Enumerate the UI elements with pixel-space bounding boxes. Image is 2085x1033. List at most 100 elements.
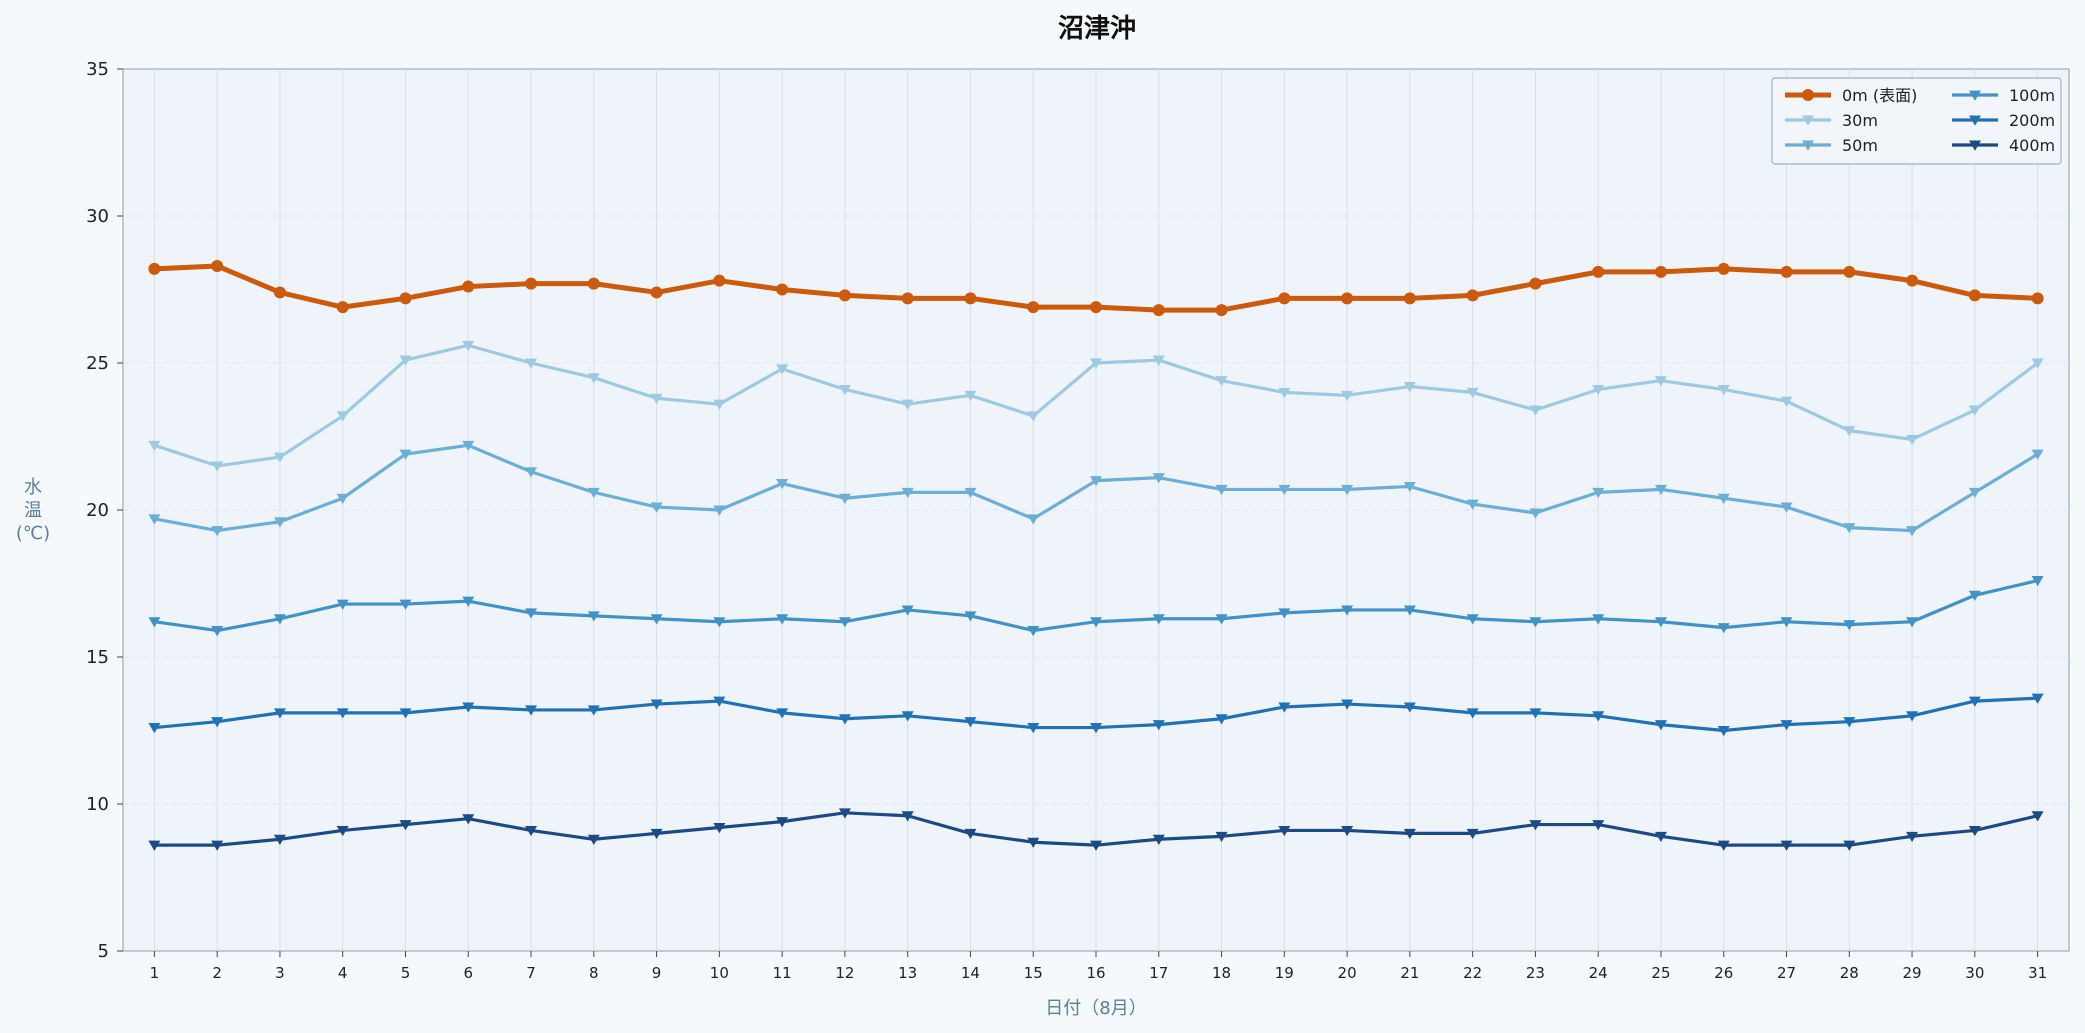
x-tick-label: 6 bbox=[463, 964, 473, 982]
data-point bbox=[1592, 711, 1605, 722]
data-point bbox=[399, 708, 412, 719]
data-point bbox=[713, 696, 726, 707]
data-point bbox=[1090, 476, 1102, 487]
series-5 bbox=[148, 808, 2044, 851]
x-tick-label: 28 bbox=[1840, 964, 1859, 982]
data-point bbox=[713, 617, 726, 628]
x-tick-label: 23 bbox=[1526, 964, 1545, 982]
series-0 bbox=[148, 259, 2044, 317]
data-point bbox=[2031, 693, 2044, 704]
data-point bbox=[587, 487, 600, 499]
x-tick-label: 16 bbox=[1086, 964, 1105, 982]
data-point bbox=[1403, 605, 1416, 616]
data-point bbox=[148, 723, 161, 734]
data-point bbox=[336, 825, 349, 837]
data-point bbox=[1717, 493, 1730, 504]
data-point bbox=[650, 393, 663, 404]
x-tick-label: 5 bbox=[401, 964, 411, 982]
data-point bbox=[273, 286, 286, 299]
x-tick-label: 30 bbox=[1965, 964, 1984, 982]
data-point bbox=[1341, 825, 1354, 837]
legend-label: 50m bbox=[1842, 136, 1878, 155]
data-point bbox=[211, 461, 224, 472]
data-point bbox=[1654, 484, 1667, 496]
data-point bbox=[1843, 523, 1856, 534]
data-point bbox=[1466, 499, 1479, 510]
series-1 bbox=[148, 340, 2044, 472]
x-tick-label: 22 bbox=[1463, 964, 1482, 982]
data-point bbox=[399, 820, 412, 831]
x-tick-label: 31 bbox=[2028, 964, 2047, 982]
y-tick-label: 20 bbox=[86, 500, 109, 521]
data-point bbox=[1466, 387, 1479, 399]
data-point bbox=[901, 711, 914, 722]
data-point bbox=[1843, 265, 1856, 278]
legend-swatch-marker bbox=[1969, 140, 1981, 151]
data-point bbox=[525, 358, 538, 369]
x-tick-label: 25 bbox=[1651, 964, 1670, 982]
data-point bbox=[1968, 696, 1981, 707]
grid bbox=[123, 69, 2069, 951]
data-point bbox=[1215, 714, 1228, 725]
data-point bbox=[1843, 840, 1856, 851]
data-point bbox=[462, 702, 475, 713]
legend-entry: 30m bbox=[1785, 111, 1878, 130]
x-tick-label: 18 bbox=[1212, 964, 1231, 982]
legend-entry: 50m bbox=[1785, 136, 1878, 155]
data-point bbox=[273, 834, 286, 845]
data-point bbox=[713, 505, 726, 516]
data-point bbox=[1466, 708, 1479, 719]
data-point bbox=[587, 611, 600, 622]
y-tick-label: 30 bbox=[86, 206, 109, 227]
data-point bbox=[1215, 614, 1228, 625]
data-point bbox=[776, 479, 789, 490]
data-point bbox=[1592, 384, 1605, 396]
data-point bbox=[587, 373, 600, 384]
data-point bbox=[399, 599, 412, 610]
x-tick-label: 19 bbox=[1275, 964, 1294, 982]
x-tick-label: 29 bbox=[1903, 964, 1922, 982]
data-point bbox=[1968, 825, 1981, 837]
legend-swatch-marker bbox=[1969, 90, 1981, 101]
data-point bbox=[1529, 820, 1542, 831]
data-point bbox=[1215, 831, 1228, 843]
legend-label: 0m (表面) bbox=[1842, 86, 1917, 105]
data-point bbox=[1027, 411, 1040, 422]
data-point bbox=[713, 823, 726, 834]
data-point bbox=[462, 814, 475, 825]
legend-entry: 200m bbox=[1952, 111, 2055, 130]
data-point bbox=[1027, 723, 1040, 734]
data-point bbox=[713, 399, 726, 410]
data-point bbox=[1403, 702, 1416, 713]
data-point bbox=[2031, 449, 2044, 460]
data-point bbox=[1968, 405, 1981, 416]
y-tick-label: 10 bbox=[86, 794, 109, 815]
data-point bbox=[1027, 301, 1040, 314]
data-point bbox=[1780, 502, 1793, 513]
x-tick-label: 10 bbox=[710, 964, 729, 982]
data-point bbox=[964, 828, 977, 840]
data-point bbox=[1278, 484, 1291, 496]
data-point bbox=[148, 617, 161, 628]
data-point bbox=[1403, 292, 1416, 305]
data-point bbox=[1906, 831, 1919, 843]
data-point bbox=[1152, 614, 1165, 625]
data-point bbox=[1341, 699, 1354, 710]
x-tick-label: 27 bbox=[1777, 964, 1796, 982]
data-point bbox=[1152, 355, 1165, 366]
data-point bbox=[776, 614, 789, 625]
data-point bbox=[1341, 484, 1354, 496]
x-tick-label: 20 bbox=[1338, 964, 1357, 982]
legend-entry: 400m bbox=[1952, 136, 2055, 155]
data-point bbox=[462, 280, 475, 293]
y-axis-label-char: 温 bbox=[24, 500, 42, 521]
data-point bbox=[1717, 384, 1730, 396]
data-point bbox=[1843, 620, 1856, 631]
data-point bbox=[1780, 720, 1793, 731]
y-tick-label: 25 bbox=[86, 353, 109, 374]
data-point bbox=[525, 277, 538, 290]
data-point bbox=[964, 611, 977, 622]
data-point bbox=[1529, 708, 1542, 719]
data-point bbox=[336, 493, 349, 504]
data-point bbox=[1968, 289, 1981, 302]
